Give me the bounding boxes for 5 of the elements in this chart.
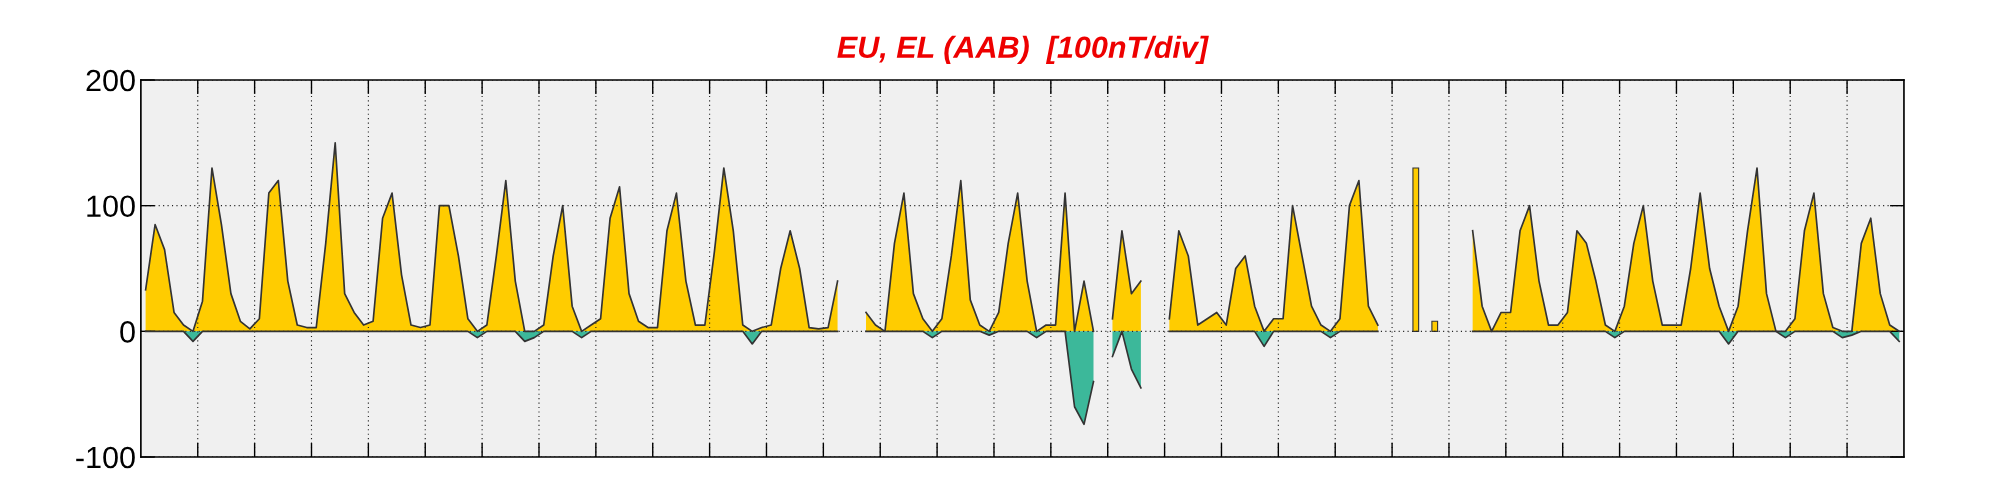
chart-title: EU, EL (AAB) [100nT/div]: [837, 35, 1209, 65]
y-tick-label: 100: [87, 195, 135, 218]
y-tick-label: 200: [86, 69, 135, 92]
y-tick-label: -100: [76, 446, 135, 469]
y-tick-label: 0: [120, 321, 135, 343]
